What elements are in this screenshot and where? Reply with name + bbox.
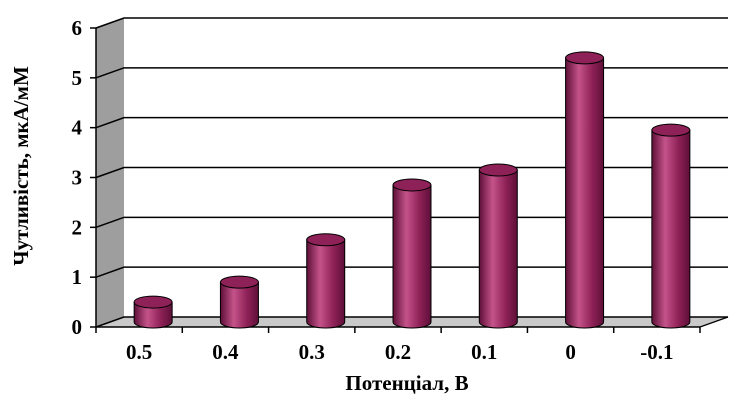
x-axis-title: Потенціал, В — [345, 371, 468, 395]
bar — [565, 51, 605, 329]
gridline — [95, 17, 728, 29]
bar — [392, 178, 432, 329]
y-tick-label: 5 — [72, 66, 83, 90]
bar — [306, 233, 346, 329]
x-tick-label: -0.1 — [640, 340, 673, 364]
bar — [133, 295, 173, 329]
bar — [478, 163, 518, 329]
x-tick-label: 0.1 — [471, 340, 497, 364]
bar — [219, 275, 259, 329]
y-tick-label: 1 — [72, 265, 83, 289]
y-axis-title: Чутливість, мкА/мМ — [9, 66, 33, 266]
floor-edge — [699, 316, 729, 328]
x-tick-label: 0.2 — [385, 340, 411, 364]
gridline — [95, 67, 728, 79]
x-tick-label: 0.3 — [299, 340, 325, 364]
bar — [651, 123, 691, 329]
x-tick-label: 0.4 — [212, 340, 239, 364]
bars — [133, 51, 691, 329]
gridline — [95, 316, 728, 328]
gridline — [95, 216, 728, 229]
y-tick-label: 0 — [72, 315, 83, 339]
y-tick-label: 6 — [72, 16, 83, 40]
gridlines — [95, 17, 728, 328]
gridline — [95, 166, 728, 179]
y-tick-label: 2 — [72, 215, 83, 239]
y-tick-label: 3 — [72, 166, 83, 190]
x-tick-label: 0.5 — [126, 340, 152, 364]
x-tick-labels: 0.5 0.4 0.3 0.2 0.1 0 -0.1 — [95, 327, 701, 364]
gridline — [95, 116, 728, 129]
x-tick-label: 0 — [565, 340, 576, 364]
y-tick-labels: 0 1 2 3 4 5 6 — [72, 16, 96, 339]
y-tick-label: 4 — [72, 116, 83, 140]
gridline — [95, 266, 728, 278]
